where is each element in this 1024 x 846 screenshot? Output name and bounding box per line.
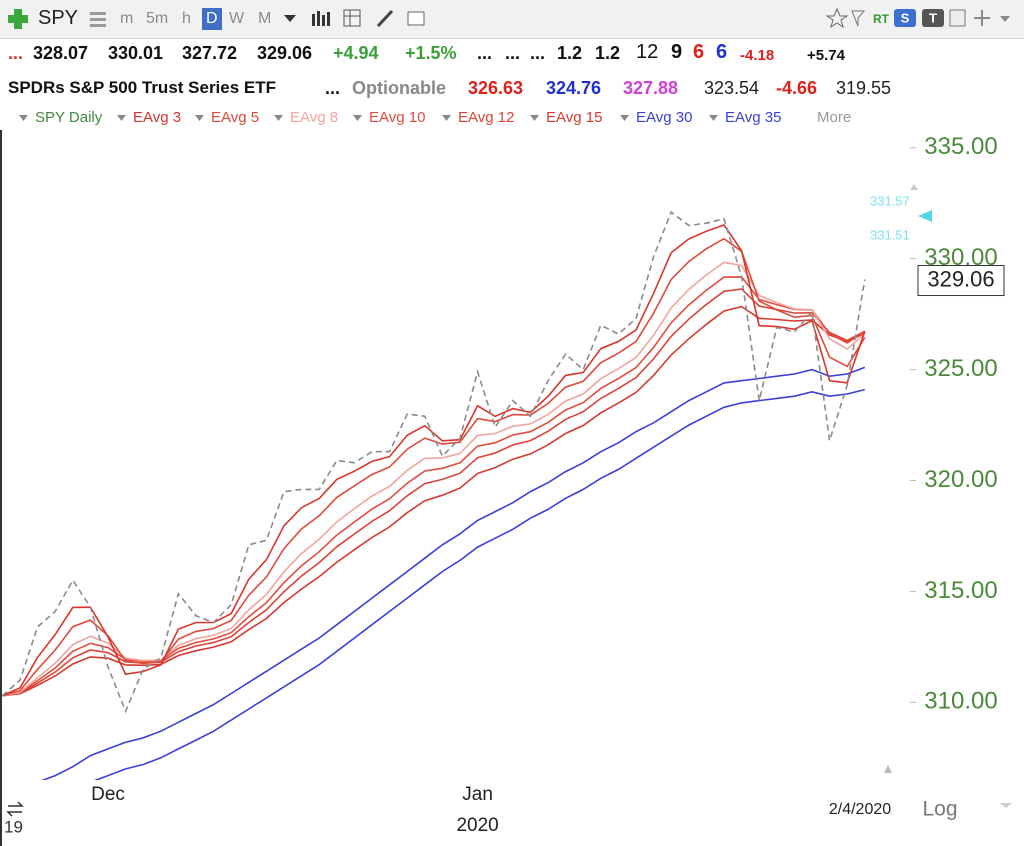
last-price-box [917, 265, 1005, 297]
quote-field: 12 [636, 41, 659, 63]
annotation: 331.51 [870, 227, 910, 242]
y-tick-label: 335.00 [924, 133, 997, 160]
quote-field: 1.2 [595, 43, 621, 63]
interval-button[interactable]: h [182, 10, 191, 27]
add-icon[interactable] [6, 7, 30, 31]
year-label: 19 [4, 817, 23, 836]
plot-area [1, 210, 866, 780]
legend-entry[interactable]: EAvg 3 [133, 109, 182, 126]
series-line [2, 223, 866, 697]
interval-button[interactable]: 5m [146, 10, 169, 27]
x-tick-label: Jan [462, 784, 493, 805]
quote-field: 323.54 [704, 78, 760, 98]
series-line [1, 210, 866, 714]
quote-field: 329.06 [257, 43, 313, 63]
quote-field: 324.76 [546, 78, 602, 98]
interval-button[interactable]: W [229, 10, 245, 27]
y-tick-label: 310.00 [924, 688, 997, 715]
marker [918, 210, 932, 222]
quote-field: +5.74 [807, 47, 845, 64]
interval-button[interactable]: m [120, 10, 134, 27]
list-icon[interactable] [88, 10, 108, 28]
last-price-label: 329.06 [927, 266, 994, 291]
tool-icons [284, 9, 425, 28]
quote-field: 327.88 [623, 78, 679, 98]
quote-field: 330.01 [108, 43, 164, 63]
quote-field: Optionable [352, 78, 446, 98]
legend-menu[interactable] [620, 115, 630, 123]
quote-field: 9 [671, 41, 683, 63]
quote-field: 327.72 [182, 43, 238, 63]
series-line [2, 305, 866, 697]
legend-entry[interactable]: SPY Daily [35, 109, 103, 126]
legend-menu[interactable] [709, 115, 719, 123]
quote-field: 1.2 [557, 43, 583, 63]
realtime[interactable]: RT [873, 12, 889, 26]
legend-menu[interactable] [530, 115, 540, 123]
y-tick-label: 320.00 [924, 466, 997, 493]
y-tick-label: 325.00 [924, 355, 997, 382]
marker [910, 184, 918, 190]
scroll-arrow[interactable] [1000, 803, 1012, 808]
quote-field: ... [530, 43, 546, 63]
s-button[interactable]: S [901, 10, 910, 25]
quote-field: SPDRs S&P 500 Trust Series ETF [8, 78, 277, 97]
year-label: 2020 [456, 815, 498, 836]
quote-field: 326.63 [468, 78, 524, 98]
legend-menu[interactable] [442, 115, 452, 123]
interval-button[interactable]: D [202, 8, 222, 30]
series-line [41, 366, 866, 780]
quote-field: ... [325, 78, 341, 98]
quote-field: ... [8, 43, 24, 63]
legend-entry[interactable]: EAvg 8 [290, 109, 339, 126]
scroll-arrow[interactable] [884, 765, 892, 773]
quote-field: 328.07 [33, 43, 89, 63]
legend-entry[interactable]: EAvg 12 [458, 109, 515, 126]
series-line [2, 288, 866, 697]
x-tick-label: Dec [91, 784, 125, 805]
more-button[interactable]: More [817, 109, 852, 126]
quote-field: +1.5% [405, 43, 457, 63]
quote-field: -4.66 [776, 78, 818, 98]
legend-menu[interactable] [353, 115, 363, 123]
series-line [93, 388, 865, 780]
legend-entry[interactable]: EAvg 30 [636, 109, 693, 126]
toolbar: SPY m 5m h D W M S T RT [0, 0, 1024, 39]
series-line [2, 261, 866, 697]
legend-menu[interactable] [19, 115, 29, 123]
series-line [2, 276, 866, 697]
legend-entry[interactable]: EAvg 5 [211, 109, 260, 126]
legend-entry[interactable]: EAvg 35 [725, 109, 782, 126]
series-line [2, 237, 866, 697]
annotation: 331.57 [870, 193, 910, 208]
refresh-icon[interactable] [6, 801, 24, 817]
symbol[interactable]: SPY [38, 7, 79, 29]
legend-entry[interactable]: EAvg 15 [546, 109, 603, 126]
quote-field: ... [477, 43, 493, 63]
legend-entry[interactable]: EAvg 10 [369, 109, 426, 126]
quote-field: 6 [716, 41, 728, 63]
legend-menu[interactable] [195, 115, 205, 123]
quote-field: 6 [693, 41, 705, 63]
quote-field: ... [505, 43, 521, 63]
t-button[interactable]: T [929, 10, 937, 25]
quote-field: 319.55 [836, 78, 892, 98]
legend-menu[interactable] [274, 115, 284, 123]
y-tick-label: 315.00 [924, 577, 997, 604]
quote-field: +4.94 [333, 43, 379, 63]
quote-field: -4.18 [740, 47, 775, 64]
date-label: 2/4/2020 [829, 801, 891, 818]
right-icons: S T [825, 7, 1010, 29]
legend-menu[interactable] [117, 115, 127, 123]
scale-toggle[interactable]: Log [922, 798, 957, 821]
interval-button[interactable]: M [258, 10, 272, 27]
